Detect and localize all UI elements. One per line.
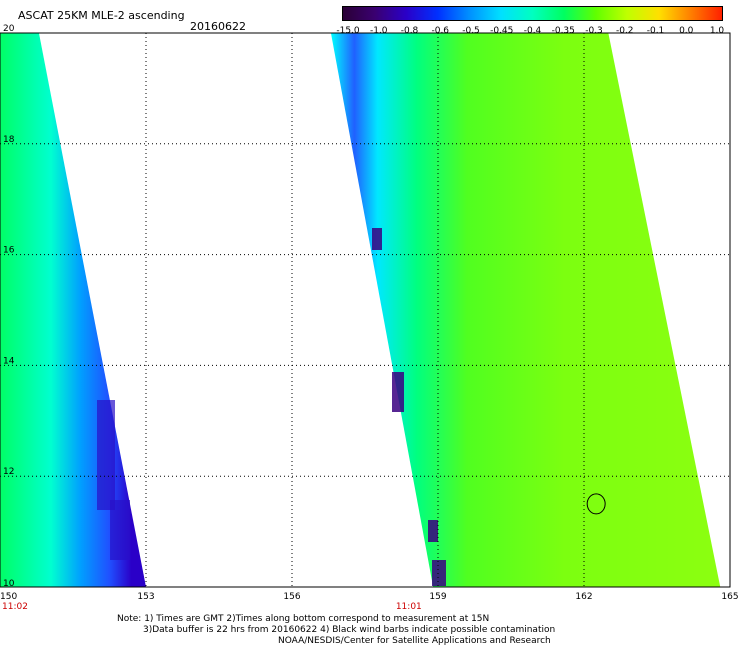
colorbar-label: -0.1 [646,26,665,36]
colorbar-label: 1.0 [709,26,725,36]
lon-tick-label: 159 [429,592,446,602]
colorbar [342,6,723,21]
note-line-3: NOAA/NESDIS/Center for Satellite Applica… [278,636,551,646]
lon-tick-label: 156 [283,592,300,602]
colorbar-labels: -15.0 -1.0 -0.8 -0.6 -0.5 -0.45 -0.4 -0.35 -0.3 -… [336,26,725,38]
lon-tick-label: 150 [0,592,17,602]
low-value-patch [110,500,130,560]
note-line-1: Note: 1) Times are GMT 2)Times along bot… [117,614,490,624]
low-value-patch [432,560,446,586]
colorbar-label: -0.4 [523,26,542,36]
low-value-patch [97,400,115,510]
lat-tick-label: 18 [3,135,15,145]
colorbar-label: -15.0 [336,26,360,36]
contamination-marker [586,493,606,515]
pass-time-label: 11:01 [396,602,422,610]
lat-tick-label: 12 [3,467,14,477]
lat-tick-label: 14 [3,356,15,366]
colorbar-label: -0.8 [400,26,419,36]
east-swath [330,33,721,587]
colorbar-label: -0.45 [490,26,514,36]
map-frame [0,32,731,588]
note-line-2: 3)Data buffer is 22 hrs from 20160622 4)… [143,625,556,635]
pass-time-label: 11:02 [2,602,28,610]
colorbar-label: -0.2 [615,26,634,36]
map-date: 20160622 [190,20,246,33]
colorbar-label: -0.35 [551,26,575,36]
colorbar-label: -0.3 [585,26,603,36]
lon-tick-label: 153 [137,592,154,602]
colorbar-label: -1.0 [369,26,388,36]
axis-labels: 20 18 16 14 12 10 150 153 156 159 162 165 11:02 11:01 [0,24,739,610]
low-value-patch [428,520,438,542]
swath-layer [0,33,721,587]
colorbar-label: -0.5 [462,26,480,36]
colorbar-label: 0.0 [679,26,694,36]
lat-tick-label: 20 [3,24,15,34]
map-plot: 20 18 16 14 12 10 150 153 156 159 162 165 11:02 11:01 [0,24,739,610]
lon-tick-label: 162 [575,592,592,602]
low-value-patch [392,372,404,412]
lat-tick-label: 16 [3,246,15,256]
colorbar-label: -0.6 [431,26,450,36]
lat-tick-label: 10 [3,579,15,589]
map-title: ASCAT 25KM MLE-2 ascending [18,9,185,22]
lon-tick-label: 165 [721,592,738,602]
low-value-patch [372,228,382,250]
gridlines [0,33,730,587]
